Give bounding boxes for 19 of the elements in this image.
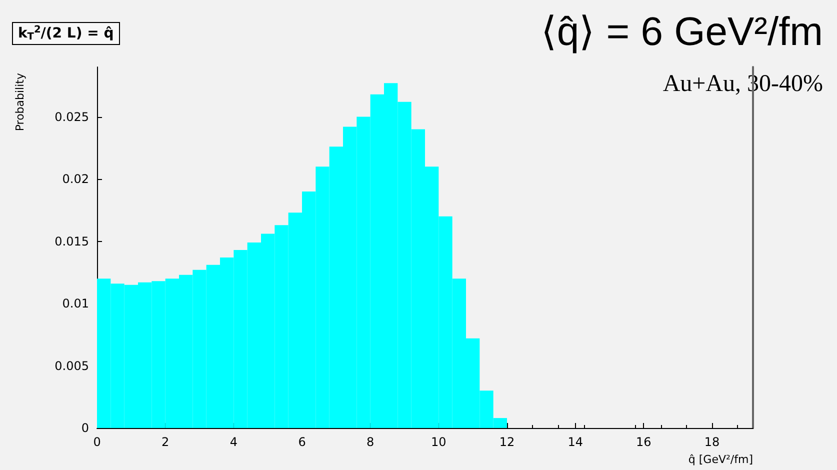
y-tick-label: 0.005 — [54, 358, 89, 373]
x-tick-label: 8 — [366, 435, 374, 449]
x-tick-label: 16 — [636, 435, 652, 449]
x-tick-label: 0 — [93, 435, 101, 449]
y-axis-title: Probability — [14, 72, 26, 132]
x-axis-title: q̂ [GeV²/fm] — [688, 453, 753, 466]
text: ⟨q̂⟩ = 6 GeV²/fm — [540, 10, 824, 54]
x-tick-label: 18 — [704, 435, 720, 449]
x-tick-label: 12 — [499, 435, 515, 449]
x-tick-label: 14 — [568, 435, 583, 449]
y-tick-label: 0 — [81, 421, 89, 435]
y-tick-label: 0.01 — [62, 296, 89, 311]
y-tick-label: 0.02 — [62, 172, 89, 186]
x-tick-label: 2 — [162, 435, 170, 449]
x-tick-label: 6 — [298, 435, 306, 449]
x-tick-label: 4 — [230, 435, 238, 449]
y-tick-label: 0.025 — [54, 110, 89, 124]
y-tick-label: 0.015 — [54, 234, 89, 248]
x-tick-label: 10 — [431, 435, 446, 449]
